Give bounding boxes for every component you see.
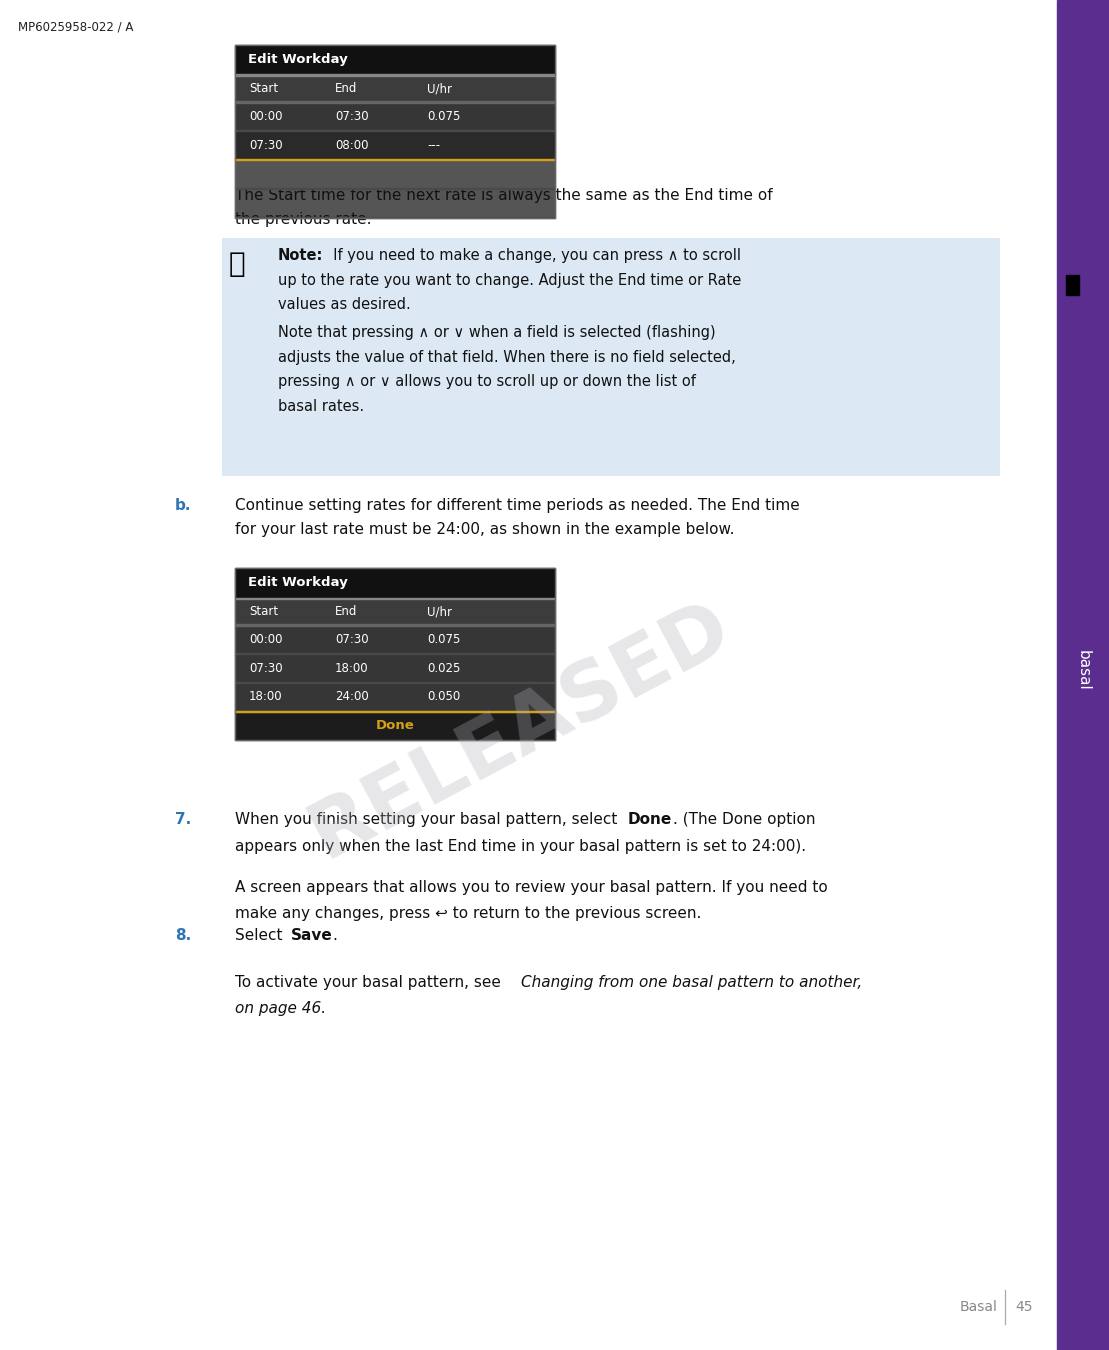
Bar xyxy=(1057,0,1109,1350)
Text: Select: Select xyxy=(235,927,287,944)
Text: 18:00: 18:00 xyxy=(335,662,368,675)
Text: 18:00: 18:00 xyxy=(250,690,283,703)
Bar xyxy=(235,568,554,740)
Text: Changing from one basal pattern to another,: Changing from one basal pattern to anoth… xyxy=(521,975,863,990)
Bar xyxy=(235,683,554,710)
Text: Done: Done xyxy=(376,720,415,732)
Bar xyxy=(235,45,554,217)
Text: U/hr: U/hr xyxy=(427,605,452,618)
Text: Continue setting rates for different time periods as needed. The End time
for yo: Continue setting rates for different tim… xyxy=(235,498,800,537)
Bar xyxy=(235,103,554,130)
Text: Basal: Basal xyxy=(959,1300,997,1314)
Bar xyxy=(235,161,554,188)
Text: To activate your basal pattern, see: To activate your basal pattern, see xyxy=(235,975,506,990)
Text: adjusts the value of that field. When there is no field selected,: adjusts the value of that field. When th… xyxy=(278,350,735,365)
Text: basal rates.: basal rates. xyxy=(278,398,364,413)
Text: The Start time for the next rate is always the same as the End time of
the previ: The Start time for the next rate is alwa… xyxy=(235,188,773,227)
Bar xyxy=(235,45,554,74)
Text: 24:00: 24:00 xyxy=(335,690,369,703)
Text: Edit Workday: Edit Workday xyxy=(248,53,348,66)
Text: 0.075: 0.075 xyxy=(427,633,460,645)
Text: Edit Workday: Edit Workday xyxy=(248,576,348,589)
Text: If you need to make a change, you can press ∧ to scroll: If you need to make a change, you can pr… xyxy=(325,248,742,263)
Text: 00:00: 00:00 xyxy=(250,109,283,123)
FancyBboxPatch shape xyxy=(222,238,1000,477)
Text: pressing ∧ or ∨ allows you to scroll up or down the list of: pressing ∧ or ∨ allows you to scroll up … xyxy=(278,374,695,389)
Text: 8.: 8. xyxy=(175,927,191,944)
Text: b.: b. xyxy=(175,498,192,513)
Text: 📋: 📋 xyxy=(228,250,245,278)
Text: 07:30: 07:30 xyxy=(250,662,283,675)
Text: .: . xyxy=(332,927,337,944)
Text: up to the rate you want to change. Adjust the End time or Rate: up to the rate you want to change. Adjus… xyxy=(278,273,741,288)
Text: on page 46.: on page 46. xyxy=(235,1002,326,1017)
Text: 07:30: 07:30 xyxy=(335,633,368,645)
Bar xyxy=(235,568,554,598)
Text: values as desired.: values as desired. xyxy=(278,297,410,312)
Bar xyxy=(235,625,554,653)
Bar xyxy=(235,131,554,159)
Bar xyxy=(235,655,554,682)
Bar xyxy=(1066,275,1079,296)
Text: make any changes, press ↩ to return to the previous screen.: make any changes, press ↩ to return to t… xyxy=(235,906,701,921)
Text: 08:00: 08:00 xyxy=(335,139,368,151)
Bar xyxy=(235,599,554,624)
Text: 00:00: 00:00 xyxy=(250,633,283,645)
Text: Save: Save xyxy=(291,927,333,944)
Text: Note that pressing ∧ or ∨ when a field is selected (flashing): Note that pressing ∧ or ∨ when a field i… xyxy=(278,325,715,340)
Text: RELEASED: RELEASED xyxy=(296,586,744,873)
Text: When you finish setting your basal pattern, select: When you finish setting your basal patte… xyxy=(235,811,622,828)
Bar xyxy=(235,76,554,101)
Text: 0.050: 0.050 xyxy=(427,690,460,703)
Text: Start: Start xyxy=(250,605,278,618)
Text: 0.075: 0.075 xyxy=(427,109,460,123)
Text: . (The Done option: . (The Done option xyxy=(673,811,815,828)
Text: appears only when the last End time in your basal pattern is set to 24:00).: appears only when the last End time in y… xyxy=(235,838,806,853)
Text: 07:30: 07:30 xyxy=(335,109,368,123)
Text: End: End xyxy=(335,605,357,618)
Text: 7.: 7. xyxy=(175,811,191,828)
Text: MP6025958-022 / A: MP6025958-022 / A xyxy=(18,20,133,32)
Text: ---: --- xyxy=(427,139,440,151)
Text: 07:30: 07:30 xyxy=(250,139,283,151)
Text: Note:: Note: xyxy=(278,248,324,263)
Text: Done: Done xyxy=(628,811,672,828)
Text: End: End xyxy=(335,82,357,94)
Text: Start: Start xyxy=(250,82,278,94)
Text: A screen appears that allows you to review your basal pattern. If you need to: A screen appears that allows you to revi… xyxy=(235,880,827,895)
Bar xyxy=(235,711,554,740)
Text: 45: 45 xyxy=(1015,1300,1032,1314)
Text: U/hr: U/hr xyxy=(427,82,452,94)
Text: 0.025: 0.025 xyxy=(427,662,460,675)
Bar xyxy=(235,189,554,216)
Text: basal: basal xyxy=(1076,649,1090,690)
